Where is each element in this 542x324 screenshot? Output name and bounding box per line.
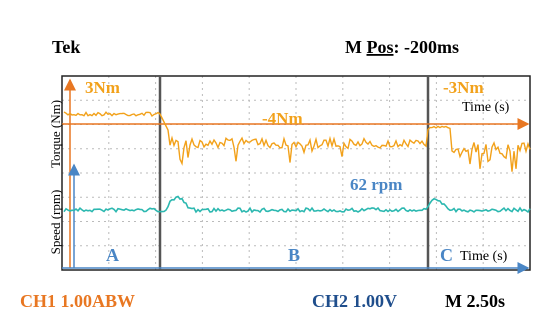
time-label: Time (s) [460, 249, 508, 264]
brand: Tek [52, 37, 80, 57]
torque-annotation: 3Nm [85, 78, 120, 97]
speed-axis-label: Speed (rpm) [48, 190, 63, 255]
grid [62, 76, 530, 270]
torque-annotation: -4Nm [262, 109, 303, 128]
ch1-setting: CH1 1.00ABW [20, 291, 135, 311]
speed-trace [64, 197, 530, 213]
section-label: C [440, 245, 453, 265]
torque-axis-label: Torque (Nm) [48, 100, 63, 168]
position: M Pos: -200ms [345, 37, 459, 57]
section-label: A [106, 245, 119, 265]
time-label: Time (s) [462, 100, 510, 115]
position-value: : -200ms [394, 37, 460, 57]
section-label: B [288, 245, 300, 265]
oscilloscope-capture: Tek M Pos: -200ms 3Nm -4Nm -3Nm Time (s)… [0, 0, 542, 324]
position-label: M [345, 37, 362, 57]
ch2-setting: CH2 1.00V [312, 291, 397, 311]
speed-annotation: 62 rpm [350, 175, 402, 194]
timebase: M 2.50s [445, 291, 505, 311]
position-word: Pos [367, 37, 394, 57]
torque-annotation: -3Nm [443, 78, 484, 97]
